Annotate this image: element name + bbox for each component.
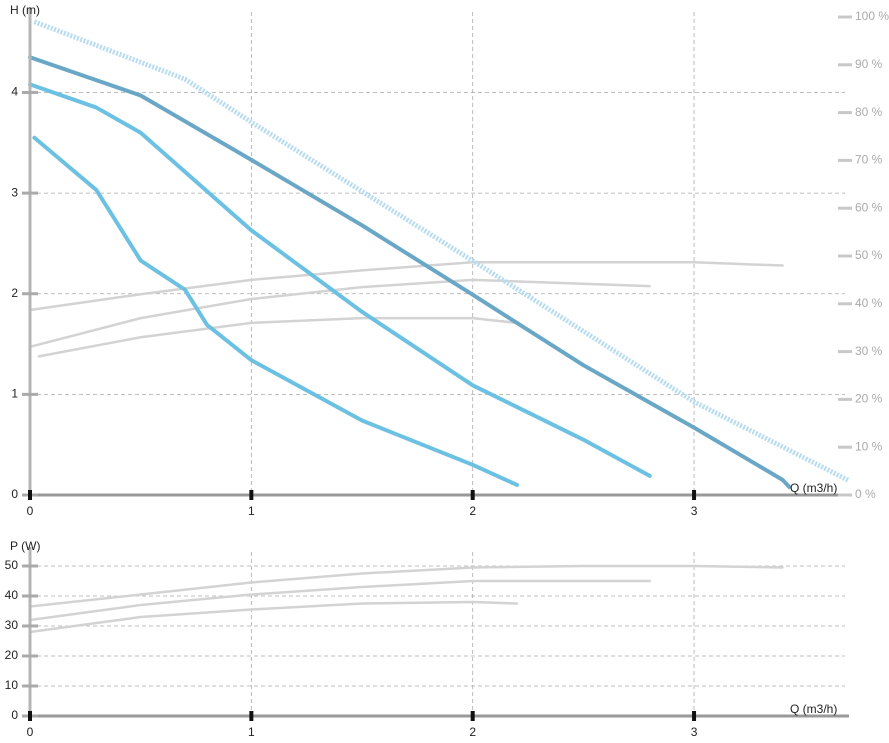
x-tick-label: 1 <box>248 504 255 518</box>
y2-tick-label: 80 % <box>855 105 883 119</box>
y2-tick-label: 10 % <box>855 439 883 453</box>
y-tick-label: 1 <box>11 387 18 401</box>
data-line <box>28 564 784 608</box>
y2-tick-label: 20 % <box>855 392 883 406</box>
y2-tick-label: 90 % <box>855 57 883 71</box>
y-tick-label: 0 <box>11 487 18 501</box>
x-tick-label: 1 <box>248 725 255 739</box>
y-tick-label: 0 <box>11 708 18 722</box>
y2-tick-label: 50 % <box>855 248 883 262</box>
y-tick-label: 10 <box>5 678 19 692</box>
y-tick-label: 2 <box>11 286 18 300</box>
x-tick-label: 0 <box>27 725 34 739</box>
x-tick-label: 3 <box>691 725 698 739</box>
data-line <box>33 19 851 483</box>
y2-tick-label: 100 % <box>855 9 889 23</box>
x-axis-label: Q (m3/h) <box>790 481 837 495</box>
data-line <box>28 579 652 622</box>
data-line <box>32 135 519 487</box>
y-tick-label: 30 <box>5 618 19 632</box>
data-line <box>37 316 519 358</box>
y-axis-label: H (m) <box>10 3 40 17</box>
x-tick-label: 2 <box>469 725 476 739</box>
x-axis-label: Q (m3/h) <box>790 702 837 716</box>
x-tick-label: 3 <box>691 504 698 518</box>
y2-tick-label: 60 % <box>855 200 883 214</box>
y-tick-label: 50 <box>5 558 19 572</box>
y2-tick-label: 40 % <box>855 296 883 310</box>
y-tick-label: 3 <box>11 185 18 199</box>
y-axis-label: P (W) <box>10 539 40 553</box>
x-tick-label: 2 <box>469 504 476 518</box>
data-line <box>28 82 652 478</box>
data-line <box>28 55 792 489</box>
data-line <box>28 260 784 312</box>
y2-tick-label: 0 % <box>855 487 876 501</box>
data-line <box>28 278 652 349</box>
x-tick-label: 0 <box>27 504 34 518</box>
y-tick-label: 40 <box>5 588 19 602</box>
y-tick-label: 4 <box>11 85 18 99</box>
data-line <box>28 600 519 634</box>
y2-tick-label: 30 % <box>855 344 883 358</box>
y2-tick-label: 70 % <box>855 153 883 167</box>
y-tick-label: 20 <box>5 648 19 662</box>
